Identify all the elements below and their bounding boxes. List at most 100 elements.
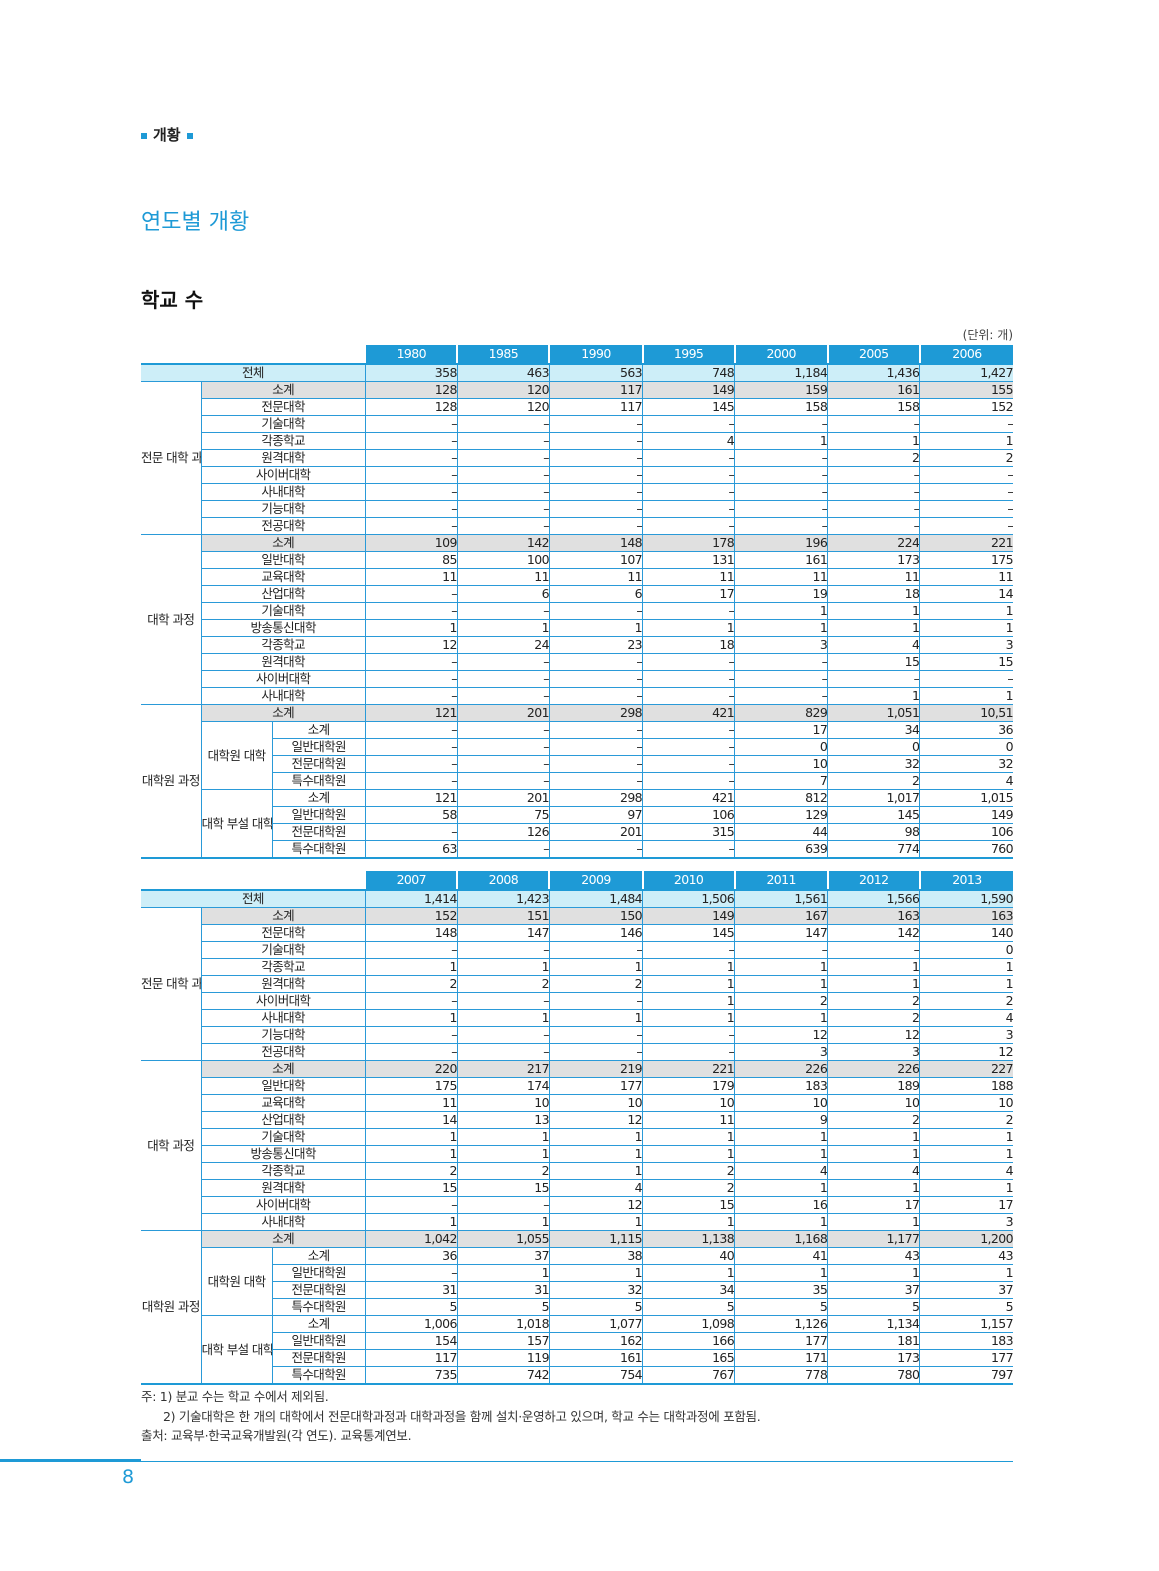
value-cell: 1,168 [734, 1230, 828, 1248]
value-cell: 10 [548, 1094, 643, 1112]
value-cell: 2 [919, 992, 1013, 1010]
value-cell: 1 [827, 1145, 920, 1163]
value-cell: 121 [364, 789, 458, 807]
subtotal-row: 대학원 과정 소계 1,042 1,055 1,115 1,138 1,168 1,177 1,… [141, 1230, 1013, 1385]
value-cell: 1 [548, 958, 643, 976]
value-cell: 797 [919, 1366, 1013, 1385]
value-cell: 5 [734, 1298, 828, 1316]
row-label: 특수대학원 [271, 840, 366, 859]
year-header: 2009 [548, 871, 643, 891]
value-cell: 2 [827, 772, 920, 790]
value-cell: – [734, 653, 828, 671]
value-cell: – [642, 449, 735, 467]
value-cell: 1 [642, 619, 735, 637]
value-cell: – [642, 941, 735, 959]
value-cell: 639 [734, 840, 828, 859]
value-cell: 1 [919, 975, 1013, 993]
value-cell: 119 [456, 1349, 550, 1367]
value-cell: 1 [827, 1213, 920, 1231]
value-cell: 1 [734, 1145, 828, 1163]
value-cell: – [919, 517, 1013, 535]
value-cell: – [642, 721, 735, 739]
value-cell: 151 [456, 907, 550, 925]
value-cell: – [734, 670, 828, 688]
value-cell: 1,077 [548, 1315, 643, 1333]
value-cell: 1,484 [548, 890, 643, 908]
table-row: 일반대학원 –1 1 1 1 1 1 [141, 1264, 1013, 1282]
value-cell: 1,018 [456, 1315, 550, 1333]
value-cell: – [456, 449, 550, 467]
value-cell: – [456, 772, 550, 790]
row-label: 전문대학 [200, 398, 366, 416]
value-cell: 142 [827, 924, 920, 942]
value-cell: 10,51 [919, 704, 1013, 722]
row-label: 전문대학원 [271, 1281, 366, 1299]
value-cell: 189 [827, 1077, 920, 1095]
table-row: 일반대학원 154 157 162 166 177 181 183 [141, 1332, 1013, 1350]
value-cell: – [827, 670, 920, 688]
value-cell: 1 [734, 958, 828, 976]
value-cell: 735 [364, 1366, 458, 1385]
row-label: 전공대학 [200, 517, 366, 535]
value-cell: – [642, 840, 735, 859]
square-bullet-icon [141, 132, 147, 139]
value-cell: 421 [642, 789, 735, 807]
value-cell: 178 [642, 534, 735, 552]
table-row: 전문대학원 117 119 161 165 171 173 177 [141, 1349, 1013, 1367]
row-label: 기술대학 [200, 1128, 366, 1146]
value-cell: – [734, 687, 828, 705]
value-cell: 15 [642, 1196, 735, 1214]
value-cell: 44 [734, 823, 828, 841]
value-cell: – [456, 738, 550, 756]
value-cell: 2 [456, 975, 550, 993]
value-cell: 2 [642, 1162, 735, 1180]
value-cell: – [919, 670, 1013, 688]
value-cell: 37 [919, 1281, 1013, 1299]
value-cell: – [642, 602, 735, 620]
value-cell: 1,015 [919, 789, 1013, 807]
row-label: 방송통신대학 [200, 1145, 366, 1163]
value-cell: 1,055 [456, 1230, 550, 1248]
table-row: 기술대학 1 1 1 1 1 1 1 [141, 1128, 1013, 1146]
value-cell: 5 [642, 1298, 735, 1316]
value-cell: 154 [364, 1332, 458, 1350]
value-cell: 152 [364, 907, 458, 925]
value-cell: 11 [642, 1111, 735, 1129]
value-cell: 120 [456, 381, 550, 399]
row-label: 각종학교 [200, 958, 366, 976]
value-cell: 162 [548, 1332, 643, 1350]
value-cell: 98 [827, 823, 920, 841]
value-cell: 221 [642, 1060, 735, 1078]
value-cell: 1,506 [642, 890, 735, 908]
row-label: 원격대학 [200, 449, 366, 467]
row-label: 사내대학 [200, 1213, 366, 1231]
header-blank [141, 871, 366, 891]
value-cell: 43 [919, 1247, 1013, 1265]
value-cell: 146 [548, 924, 643, 942]
value-cell: 109 [364, 534, 458, 552]
value-cell: – [456, 415, 550, 433]
value-cell: 1 [734, 602, 828, 620]
value-cell: 4 [919, 1009, 1013, 1027]
value-cell: 19 [734, 585, 828, 603]
value-cell: 11 [642, 568, 735, 586]
row-label: 사내대학 [200, 483, 366, 501]
value-cell: 1 [734, 619, 828, 637]
value-cell: – [827, 466, 920, 484]
value-cell: 780 [827, 1366, 920, 1385]
value-cell: 2 [919, 449, 1013, 467]
row-label: 각종학교 [200, 636, 366, 654]
value-cell: 315 [642, 823, 735, 841]
table-row: 각종학교 2 2 1 2 4 4 4 [141, 1162, 1013, 1180]
table-row: 방송통신대학 1 1 1 1 1 1 1 [141, 1145, 1013, 1163]
value-cell: 829 [734, 704, 828, 722]
value-cell: 563 [548, 364, 643, 382]
value-cell: 183 [734, 1077, 828, 1095]
row-label: 일반대학원 [271, 738, 366, 756]
value-cell: 16 [734, 1196, 828, 1214]
value-cell: 120 [456, 398, 550, 416]
value-cell: 1 [919, 602, 1013, 620]
group-label: 전문 대학 과정 [141, 907, 202, 1061]
value-cell: 171 [734, 1349, 828, 1367]
value-cell: 1,138 [642, 1230, 735, 1248]
